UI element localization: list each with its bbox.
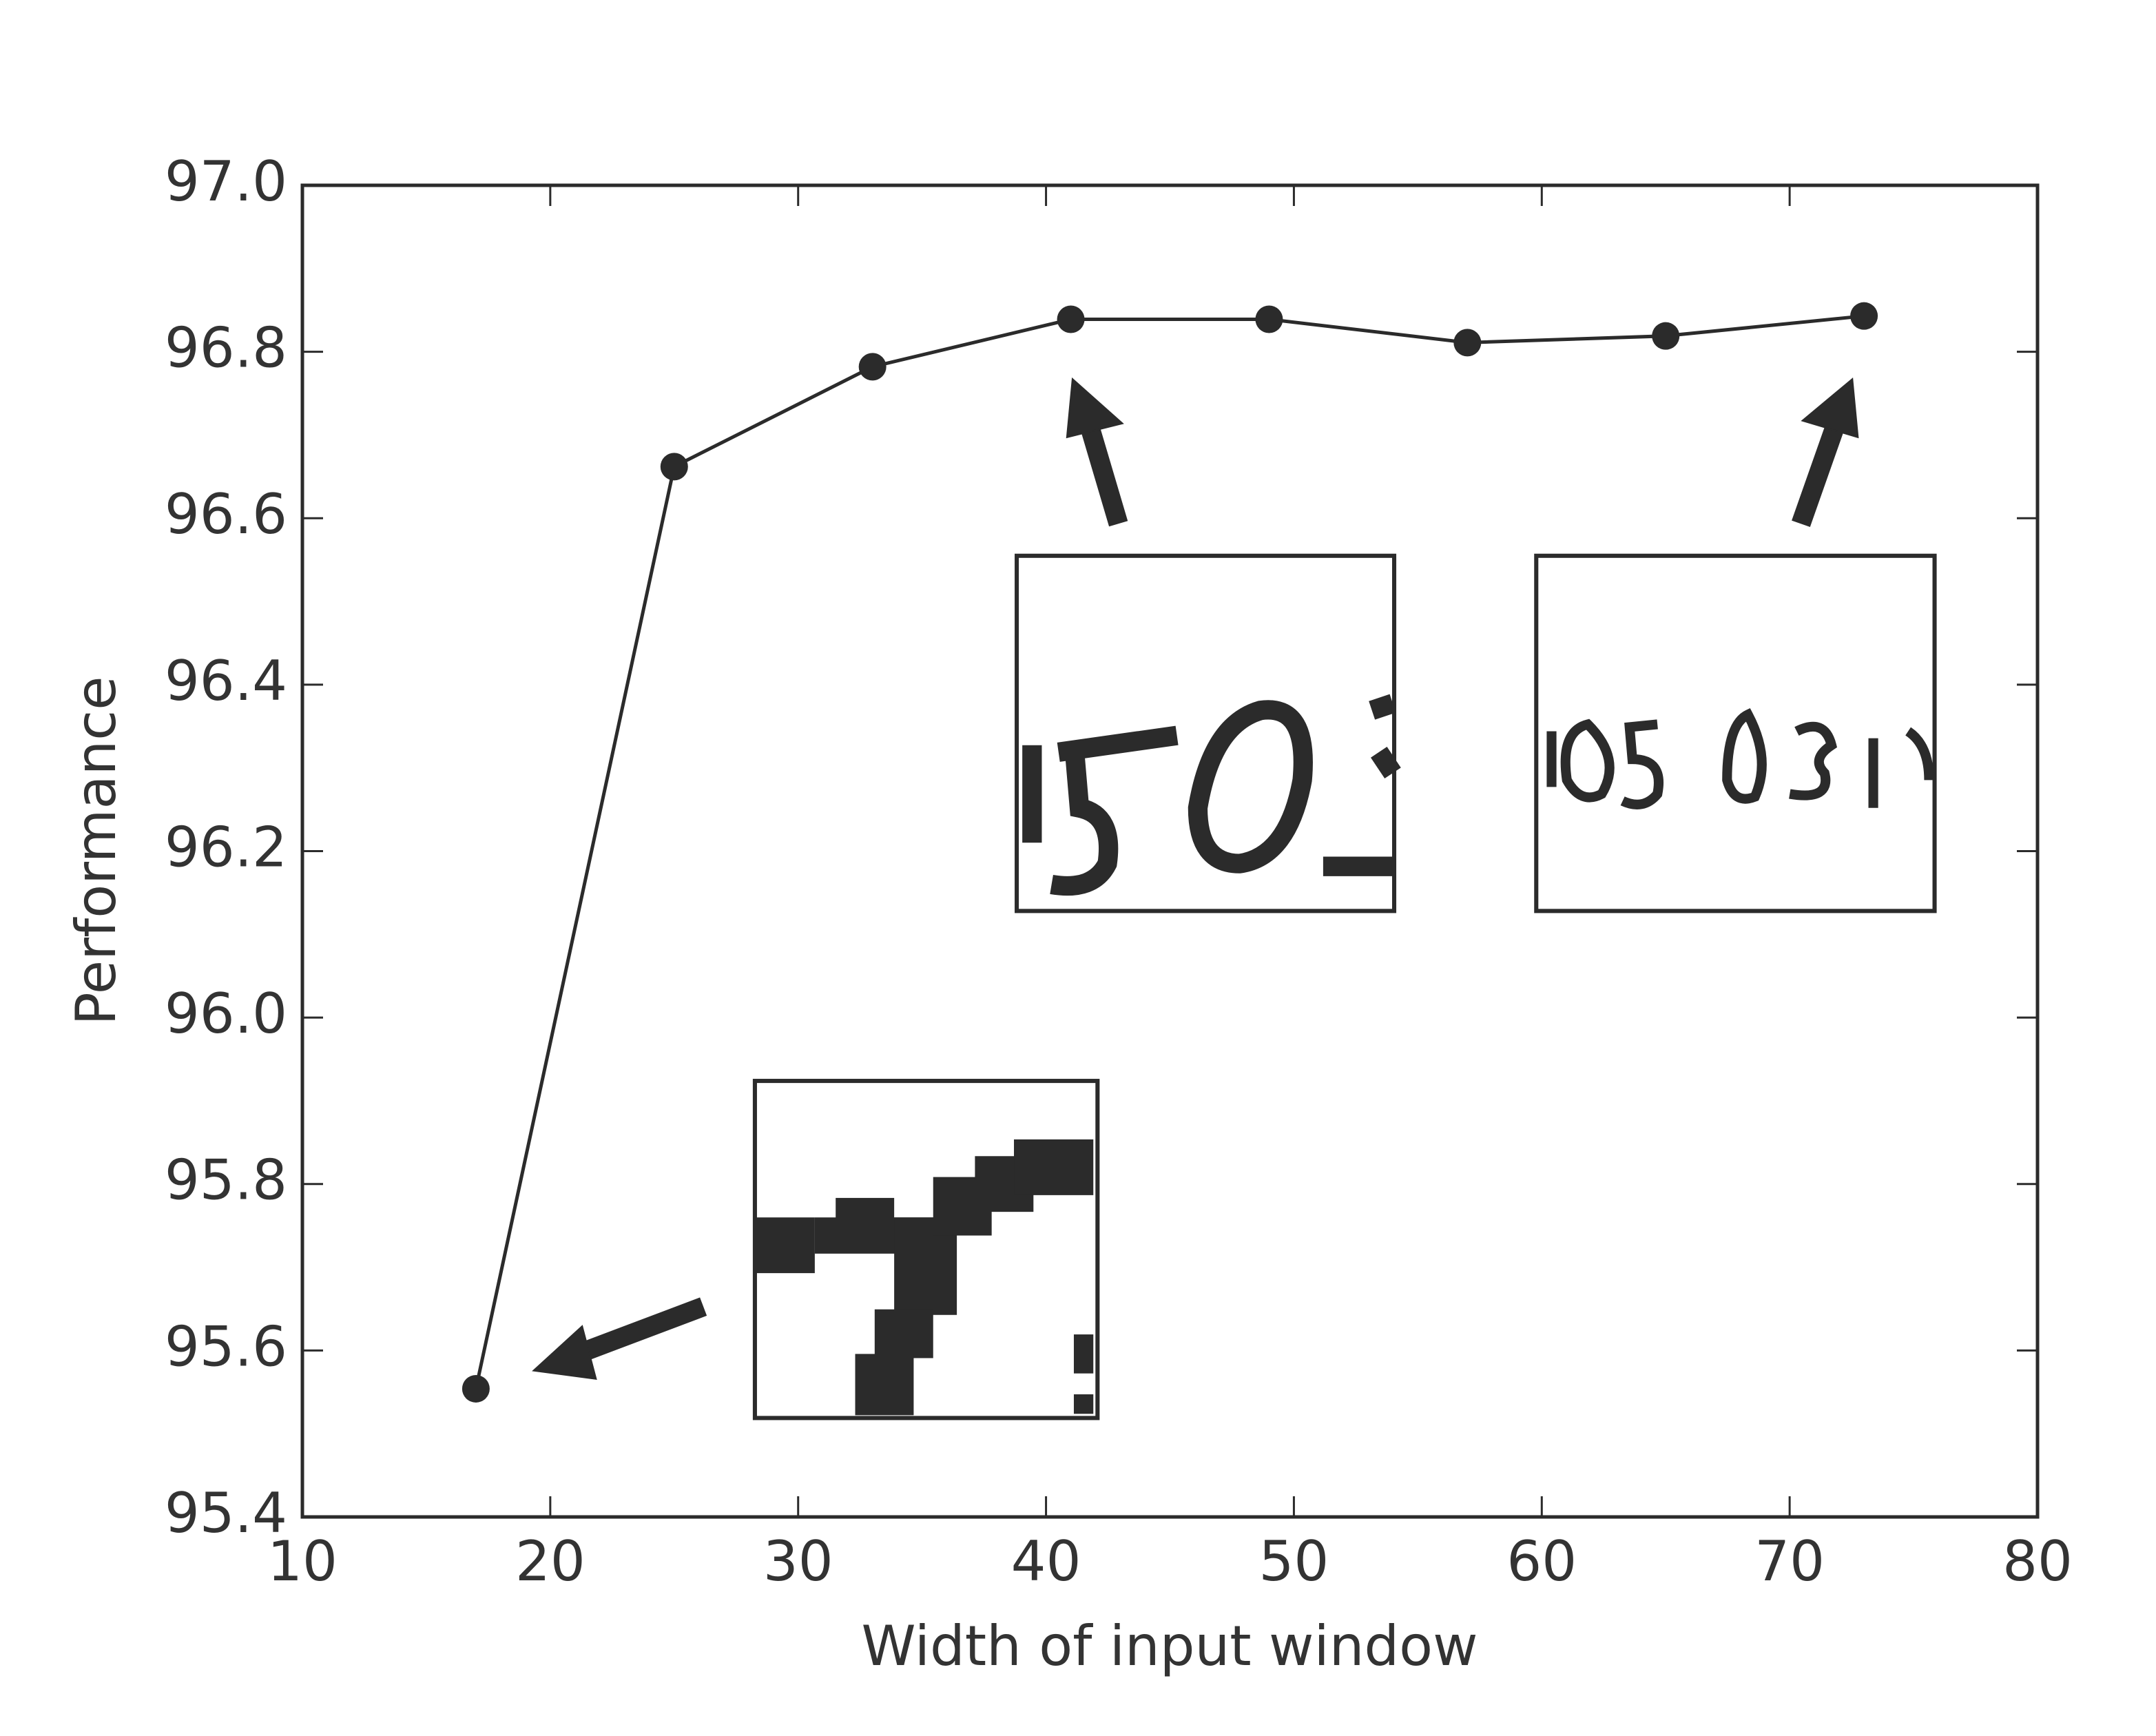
- x-tick-label: 40: [1011, 1529, 1081, 1593]
- x-tick-label: 60: [1506, 1529, 1577, 1593]
- data-point: [1850, 302, 1878, 330]
- data-point: [1652, 322, 1680, 350]
- data-point: [858, 353, 887, 381]
- y-axis-label: Performance: [64, 676, 128, 1026]
- x-tick-label: 80: [2002, 1529, 2073, 1593]
- x-tick-label: 70: [1754, 1529, 1825, 1593]
- insets: [532, 377, 1937, 1420]
- data-point: [660, 453, 688, 481]
- x-tick-label: 50: [1259, 1529, 1329, 1593]
- x-axis-label: Width of input window: [861, 1614, 1478, 1678]
- y-tick-label: 96.8: [165, 316, 287, 380]
- x-tick-label: 30: [763, 1529, 833, 1593]
- y-tick-label: 97.0: [165, 149, 287, 214]
- y-tick-label: 96.4: [165, 649, 287, 713]
- y-tick-label: 95.8: [165, 1148, 287, 1212]
- data-point: [1453, 329, 1482, 357]
- inset-digits: [1546, 708, 1934, 809]
- data-line: [474, 314, 1865, 1389]
- y-tick-label: 95.6: [165, 1314, 287, 1378]
- y-tick-label: 96.6: [165, 482, 287, 546]
- y-tick-label: 96.2: [165, 815, 287, 879]
- x-tick-label: 10: [267, 1529, 338, 1593]
- y-tick-label: 95.4: [165, 1481, 287, 1545]
- data-point: [462, 1374, 490, 1403]
- inset-digits: [1022, 694, 1401, 896]
- data-point: [1255, 305, 1283, 333]
- inset-digits: [756, 1139, 1094, 1416]
- y-tick-label: 96.0: [165, 982, 287, 1046]
- data-point: [1057, 305, 1085, 333]
- arrows: [532, 377, 1859, 1380]
- x-tick-label: 20: [515, 1529, 585, 1593]
